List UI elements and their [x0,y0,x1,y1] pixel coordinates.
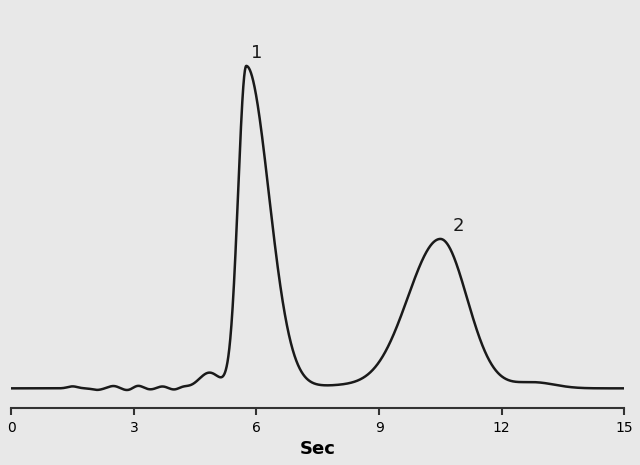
Text: 2: 2 [452,217,464,235]
Text: 1: 1 [251,44,262,62]
X-axis label: Sec: Sec [300,440,336,458]
